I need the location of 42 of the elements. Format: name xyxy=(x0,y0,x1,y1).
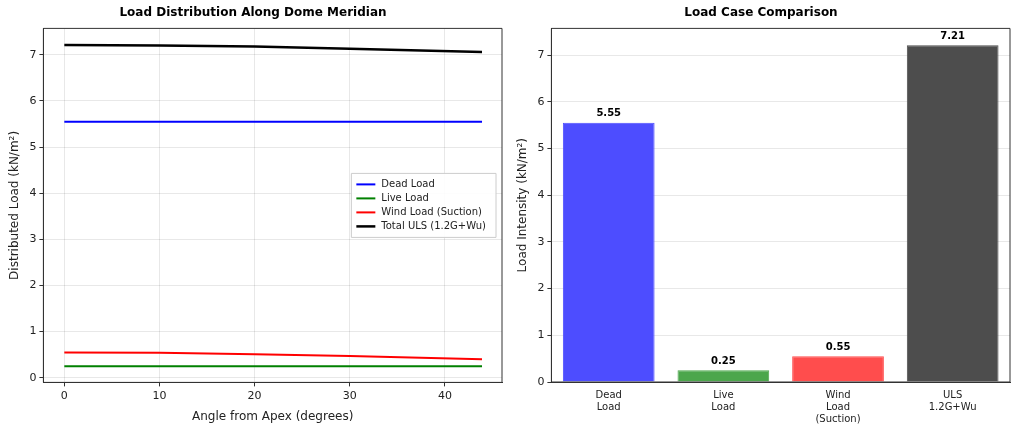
x-tick-label: Live Load xyxy=(711,388,736,412)
y-tick-label: 6 xyxy=(29,93,37,107)
y-tick-label: 2 xyxy=(537,281,545,295)
x-tick-label: 0 xyxy=(60,388,68,402)
y-tick-label: 7 xyxy=(29,47,37,61)
y-tick-label: 1 xyxy=(29,324,37,338)
y-tick-label: 4 xyxy=(537,188,545,202)
legend-label: Dead Load xyxy=(381,177,435,189)
y-tick-label: 7 xyxy=(537,47,545,61)
x-axis-title: Angle from Apex (degrees) xyxy=(192,408,354,423)
legend-label: Live Load xyxy=(381,191,429,203)
y-tick-label: 2 xyxy=(29,278,37,292)
y-tick-label: 1 xyxy=(537,328,545,342)
y-tick-label: 3 xyxy=(537,234,545,248)
x-tick-label: Wind Load (Suction) xyxy=(815,388,861,424)
chart-title: Load Distribution Along Dome Meridian xyxy=(119,5,387,20)
x-tick-label: Dead Load xyxy=(595,388,622,412)
y-tick-label: 5 xyxy=(29,139,37,153)
bar xyxy=(562,122,655,382)
y-tick-label: 4 xyxy=(29,186,37,200)
x-tick-label: 40 xyxy=(437,388,452,402)
bar xyxy=(677,370,770,382)
chart-title: Load Case Comparison xyxy=(684,5,838,20)
x-tick-label: 20 xyxy=(247,388,262,402)
y-tick-label: 5 xyxy=(537,141,545,155)
y-tick-label: 0 xyxy=(537,374,545,388)
y-axis-title: Distributed Load (kN/m²) xyxy=(7,130,22,280)
x-tick-label: 30 xyxy=(342,388,357,402)
y-tick-label: 3 xyxy=(29,232,37,246)
data-label: 7.21 xyxy=(940,29,966,41)
y-tick-label: 0 xyxy=(29,370,37,384)
y-tick-label: 6 xyxy=(537,94,545,108)
data-label: 0.25 xyxy=(711,354,736,366)
x-tick-label: ULS 1.2G+Wu xyxy=(928,388,977,412)
bar xyxy=(906,45,999,382)
y-axis-title: Load Intensity (kN/m²) xyxy=(515,137,530,273)
legend-label: Wind Load (Suction) xyxy=(381,205,483,217)
data-label: 5.55 xyxy=(596,107,622,119)
bar xyxy=(792,356,884,382)
legend-label: Total ULS (1.2G+Wu) xyxy=(380,219,487,231)
data-label: 0.55 xyxy=(825,340,851,352)
x-tick-label: 10 xyxy=(152,388,167,402)
